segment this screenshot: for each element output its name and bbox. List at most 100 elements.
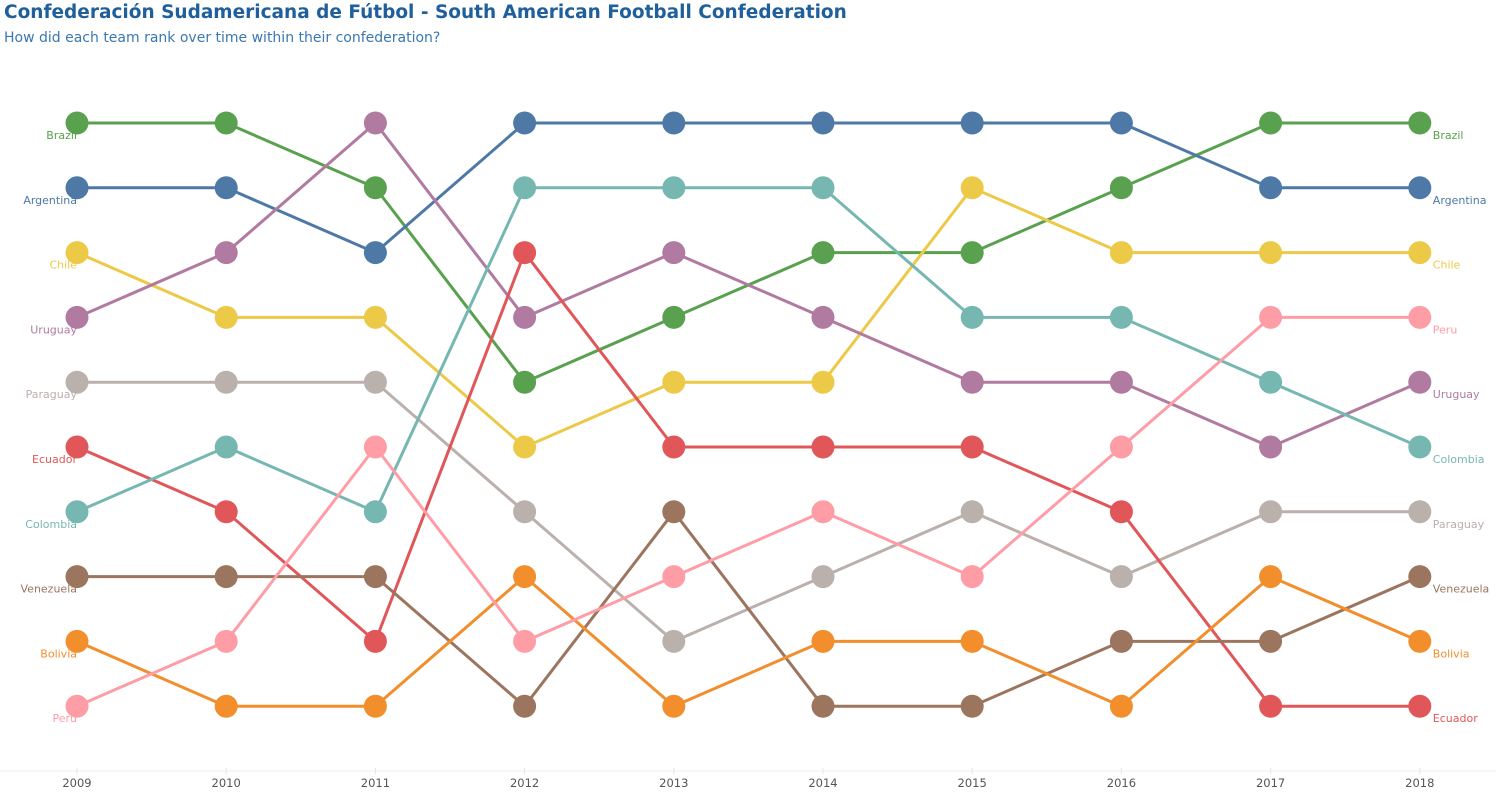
x-tick-label-2011: 2011 xyxy=(361,776,390,790)
series-line-bolivia xyxy=(75,575,1422,708)
point-colombia-2010 xyxy=(214,435,238,459)
point-bolivia-2018 xyxy=(1408,629,1432,653)
point-uruguay-2009 xyxy=(65,305,89,329)
x-tick-label-2009: 2009 xyxy=(62,776,91,790)
point-colombia-2012 xyxy=(513,176,537,200)
point-peru-2011 xyxy=(363,435,387,459)
point-argentina-2018 xyxy=(1408,176,1432,200)
point-colombia-2017 xyxy=(1259,370,1283,394)
point-bolivia-2016 xyxy=(1109,694,1133,718)
point-chile-2009 xyxy=(65,241,89,265)
point-brazil-2018 xyxy=(1408,111,1432,135)
point-venezuela-2013 xyxy=(662,500,686,524)
point-brazil-2017 xyxy=(1259,111,1283,135)
point-uruguay-2011 xyxy=(363,111,387,135)
point-uruguay-2015 xyxy=(960,370,984,394)
point-venezuela-2016 xyxy=(1109,629,1133,653)
point-ecuador-2014 xyxy=(811,435,835,459)
point-ecuador-2012 xyxy=(513,241,537,265)
point-paraguay-2013 xyxy=(662,629,686,653)
point-chile-2015 xyxy=(960,176,984,200)
point-ecuador-2017 xyxy=(1259,694,1283,718)
point-venezuela-2018 xyxy=(1408,565,1432,589)
point-peru-2013 xyxy=(662,565,686,589)
point-venezuela-2011 xyxy=(363,565,387,589)
label-right-ecuador: Ecuador xyxy=(1433,712,1478,725)
series-lines xyxy=(75,121,1422,708)
x-tick-label-2014: 2014 xyxy=(808,776,837,790)
point-brazil-2010 xyxy=(214,111,238,135)
point-bolivia-2012 xyxy=(513,565,537,589)
point-paraguay-2009 xyxy=(65,370,89,394)
point-chile-2018 xyxy=(1408,241,1432,265)
point-argentina-2009 xyxy=(65,176,89,200)
point-ecuador-2011 xyxy=(363,629,387,653)
point-chile-2010 xyxy=(214,305,238,329)
point-ecuador-2016 xyxy=(1109,500,1133,524)
point-argentina-2017 xyxy=(1259,176,1283,200)
point-chile-2017 xyxy=(1259,241,1283,265)
point-colombia-2009 xyxy=(65,500,89,524)
label-left-peru: Peru xyxy=(52,712,77,725)
point-colombia-2018 xyxy=(1408,435,1432,459)
label-left-brazil: Brazil xyxy=(46,129,77,142)
point-paraguay-2011 xyxy=(363,370,387,394)
point-ecuador-2010 xyxy=(214,500,238,524)
point-brazil-2013 xyxy=(662,305,686,329)
point-venezuela-2010 xyxy=(214,565,238,589)
series-line-venezuela xyxy=(75,510,1422,708)
point-colombia-2011 xyxy=(363,500,387,524)
label-left-argentina: Argentina xyxy=(23,194,77,207)
label-left-colombia: Colombia xyxy=(25,518,77,531)
point-uruguay-2018 xyxy=(1408,370,1432,394)
series-line-argentina xyxy=(75,121,1422,255)
label-right-chile: Chile xyxy=(1433,259,1461,272)
point-argentina-2010 xyxy=(214,176,238,200)
point-peru-2015 xyxy=(960,565,984,589)
label-right-argentina: Argentina xyxy=(1433,194,1487,207)
point-argentina-2016 xyxy=(1109,111,1133,135)
point-paraguay-2017 xyxy=(1259,500,1283,524)
series-line-peru xyxy=(75,315,1422,708)
point-argentina-2014 xyxy=(811,111,835,135)
label-right-venezuela: Venezuela xyxy=(1433,583,1490,596)
point-peru-2017 xyxy=(1259,305,1283,329)
point-colombia-2014 xyxy=(811,176,835,200)
point-paraguay-2014 xyxy=(811,565,835,589)
series-line-paraguay xyxy=(75,380,1422,643)
label-right-colombia: Colombia xyxy=(1433,453,1485,466)
label-right-uruguay: Uruguay xyxy=(1433,388,1480,401)
point-paraguay-2018 xyxy=(1408,500,1432,524)
point-bolivia-2014 xyxy=(811,629,835,653)
series-line-uruguay xyxy=(75,121,1422,449)
label-right-bolivia: Bolivia xyxy=(1433,647,1470,660)
point-peru-2009 xyxy=(65,694,89,718)
series-line-colombia xyxy=(75,186,1422,514)
point-uruguay-2012 xyxy=(513,305,537,329)
series-line-chile xyxy=(75,186,1422,449)
x-tick-label-2015: 2015 xyxy=(958,776,987,790)
x-tick-label-2013: 2013 xyxy=(659,776,688,790)
point-peru-2016 xyxy=(1109,435,1133,459)
point-chile-2011 xyxy=(363,305,387,329)
point-argentina-2015 xyxy=(960,111,984,135)
label-left-paraguay: Paraguay xyxy=(26,388,78,401)
point-paraguay-2010 xyxy=(214,370,238,394)
point-uruguay-2010 xyxy=(214,241,238,265)
point-colombia-2013 xyxy=(662,176,686,200)
x-tick-label-2017: 2017 xyxy=(1256,776,1285,790)
label-left-bolivia: Bolivia xyxy=(40,647,77,660)
label-left-venezuela: Venezuela xyxy=(21,583,78,596)
point-venezuela-2009 xyxy=(65,565,89,589)
point-bolivia-2009 xyxy=(65,629,89,653)
point-argentina-2011 xyxy=(363,241,387,265)
series-labels: Brazil Brazil Argentina Argentina Chile Chile… xyxy=(21,129,1490,725)
label-right-paraguay: Paraguay xyxy=(1433,518,1485,531)
point-argentina-2013 xyxy=(662,111,686,135)
point-argentina-2012 xyxy=(513,111,537,135)
x-tick-label-2012: 2012 xyxy=(510,776,539,790)
series-points xyxy=(65,111,1432,718)
x-tick-label-2010: 2010 xyxy=(212,776,241,790)
label-left-ecuador: Ecuador xyxy=(32,453,77,466)
